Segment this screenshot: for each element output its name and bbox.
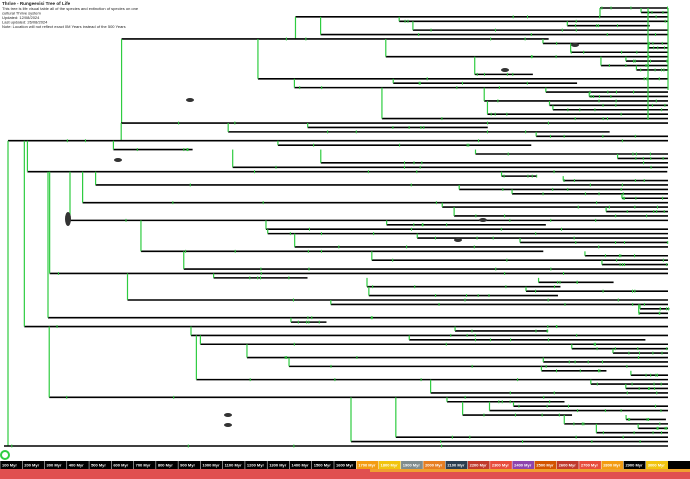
timeline-label: 2900 Myr (625, 463, 643, 468)
timeline-label: 1700 Myr (358, 463, 376, 468)
title: Thrive - Rungeevisi Tree of Life (2, 1, 71, 6)
organism-icon (454, 238, 462, 242)
timeline-cell (467, 461, 490, 469)
tree (4, 6, 670, 448)
timeline-cell (400, 461, 424, 469)
timeline-label: 2800 Myr (603, 463, 621, 468)
timeline-bar (0, 461, 690, 469)
timeline-label: 1500 Myr (314, 463, 332, 468)
root-marker (0, 450, 10, 460)
timeline-label: 1000 Myr (202, 463, 220, 468)
header-line: Last updated: 26/08/2024 (2, 20, 48, 25)
timeline-cell (445, 461, 468, 469)
timeline-label: 1200 Myr (247, 463, 265, 468)
timeline-cell (623, 461, 646, 469)
header-line: cultural Thrive system (2, 11, 41, 16)
timeline-label: 2300 Myr (492, 463, 510, 468)
timeline-label: 2000 Myr (425, 463, 443, 468)
timeline-cell (356, 461, 379, 469)
timeline-cell (556, 461, 579, 469)
timeline-label: 500 Myr (91, 463, 106, 468)
timeline-cell (534, 461, 557, 469)
timeline-label: 700 Myr (136, 463, 151, 468)
timeline-label: 1800 Myr (381, 463, 399, 468)
timeline-label: 1300 Myr (269, 463, 287, 468)
timeline-cell (489, 461, 513, 469)
timeline-cell (423, 461, 446, 469)
timeline-label: 3000 Myr (648, 463, 666, 468)
timeline-cell (578, 461, 602, 469)
header-line: Note: Location will not reflect exact 0M… (2, 24, 126, 29)
timeline-label: 2100 Myr (447, 463, 465, 468)
timeline-label: 1600 Myr (336, 463, 354, 468)
timeline-label: 400 Myr (69, 463, 84, 468)
organism-icon (479, 218, 487, 222)
timeline-label: 200 Myr (24, 463, 39, 468)
timeline-label: 300 Myr (47, 463, 62, 468)
header-line: This tree is life visual table all of th… (2, 6, 139, 11)
timeline-label: 100 Myr (2, 463, 17, 468)
timeline-label: 600 Myr (113, 463, 128, 468)
timeline-label: 1400 Myr (291, 463, 309, 468)
timeline-cell (601, 461, 624, 469)
timeline-label: 1100 Myr (225, 463, 242, 468)
timeline-cell (512, 461, 535, 469)
timeline-label: 2500 Myr (536, 463, 554, 468)
timeline-label: 2600 Myr (559, 463, 577, 468)
timeline-cell (378, 461, 401, 469)
timeline-label: 900 Myr (180, 463, 195, 468)
organism-icon (571, 43, 579, 47)
timeline-label: 2400 Myr (514, 463, 532, 468)
timeline-label: 800 Myr (158, 463, 173, 468)
era-band (370, 469, 690, 472)
timeline-label: 1900 Myr (403, 463, 421, 468)
timeline-cell (645, 461, 668, 469)
timeline-label: 2700 Myr (581, 463, 599, 468)
era-band (0, 469, 690, 479)
organism-icon (65, 212, 71, 226)
timeline-label: 2200 Myr (470, 463, 488, 468)
organism-icon (224, 423, 232, 427)
organism-icon (114, 158, 122, 162)
header-line: Updated: 12/08/2024 (2, 15, 40, 20)
organism-icon (186, 98, 194, 102)
organism-icon (501, 68, 509, 72)
timeline: 100 Myr 200 Myr 300 Myr 400 Myr 500 Myr 600 M… (0, 461, 690, 479)
organism-icon (224, 413, 232, 417)
